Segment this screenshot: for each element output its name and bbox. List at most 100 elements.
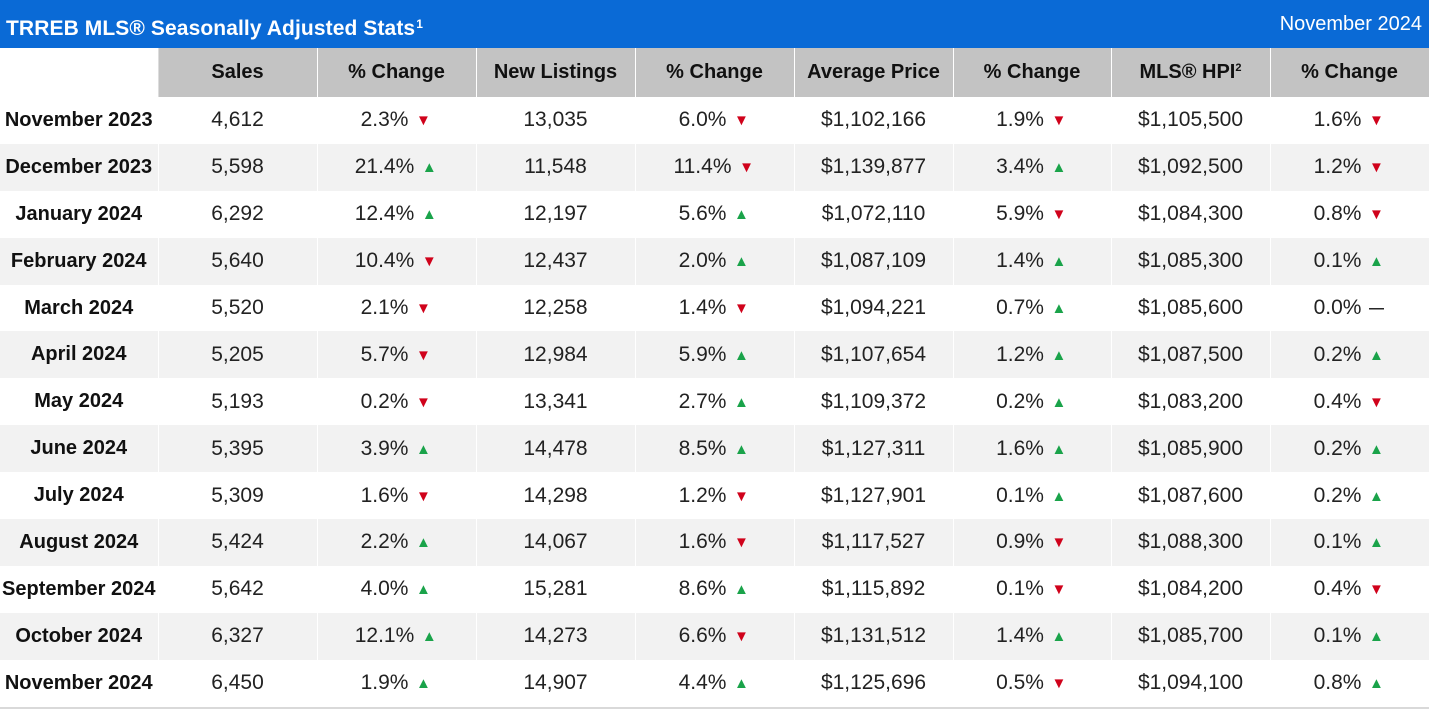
down-arrow-icon: ▼ (1051, 675, 1067, 693)
up-arrow-icon: ▲ (1051, 440, 1067, 458)
average-price-cell: $1,109,372 (794, 378, 954, 426)
percent-value: 0.7% (996, 296, 1044, 319)
percent-value: 0.1% (1313, 624, 1362, 648)
percent-value: 5.9% (678, 342, 727, 366)
header-average-price: Average Price (794, 48, 954, 97)
listings-cell: 12,197 (476, 190, 636, 238)
hpi-cell: $1,084,200 (1111, 565, 1271, 613)
hpi-cell: $1,085,300 (1111, 237, 1271, 285)
up-arrow-icon: ▲ (421, 159, 437, 177)
average-price-cell: $1,094,221 (794, 284, 954, 332)
hpi-change-cell: 0.4% ▼ (1270, 565, 1429, 613)
percent-value: 12.1% (354, 624, 415, 648)
percent-value: 0.2% (996, 389, 1044, 413)
hpi-change-cell: 1.2% ▼ (1270, 143, 1429, 191)
percent-value: 0.1% (1313, 249, 1362, 273)
page-title: TRREB MLS® Seasonally Adjusted Stats1 (6, 0, 423, 53)
average-price-cell: $1,115,892 (794, 565, 954, 613)
up-arrow-icon: ▲ (416, 581, 431, 599)
listings-cell: 14,478 (476, 425, 636, 473)
header-corner (0, 48, 159, 97)
percent-value: 0.0% (1313, 296, 1362, 319)
sales-change-cell: 1.9% ▲ (317, 659, 477, 707)
percent-value: 0.9% (996, 530, 1044, 554)
average-price-cell: $1,125,696 (794, 659, 954, 707)
listings-cell: 13,035 (476, 97, 636, 144)
header-new-listings: New Listings (476, 48, 636, 97)
average-price-cell: $1,127,901 (794, 472, 954, 520)
month-cell: August 2024 (0, 519, 159, 566)
listings-change-cell: 6.6% ▼ (635, 612, 795, 660)
up-arrow-icon: ▲ (1051, 346, 1067, 364)
percent-value: 2.3% (360, 108, 409, 132)
up-arrow-icon: ▲ (1051, 253, 1067, 271)
percent-value: 8.6% (678, 577, 727, 601)
sales-cell: 6,327 (158, 612, 318, 660)
sales-change-cell: 2.1% ▼ (317, 284, 477, 332)
price-change-cell: 1.4% ▲ (953, 237, 1112, 285)
percent-value: 0.2% (1313, 483, 1362, 507)
price-change-cell: 1.4% ▲ (953, 612, 1112, 660)
sales-cell: 6,292 (158, 190, 318, 238)
percent-value: 1.4% (996, 249, 1044, 273)
hpi-cell: $1,088,300 (1111, 519, 1271, 566)
price-change-cell: 1.6% ▲ (953, 425, 1112, 473)
up-arrow-icon: ▲ (734, 253, 749, 271)
table-row: January 2024 6,292 12.4% ▲ 12,197 5.6% ▲ $1,072… (0, 190, 1429, 238)
sales-cell: 6,450 (158, 659, 318, 707)
hpi-change-cell: 0.4% ▼ (1270, 378, 1429, 426)
up-arrow-icon: ▲ (421, 628, 437, 646)
down-arrow-icon: ▼ (1369, 112, 1384, 130)
up-arrow-icon: ▲ (734, 206, 749, 224)
listings-change-cell: 2.7% ▲ (635, 378, 795, 426)
table-body: November 2023 4,612 2.3% ▼ 13,035 6.0% ▼ $1,102… (0, 97, 1429, 707)
hpi-change-cell: 0.2% ▲ (1270, 472, 1429, 520)
average-price-cell: $1,117,527 (794, 519, 954, 566)
up-arrow-icon: ▲ (416, 534, 431, 552)
sales-change-cell: 12.1% ▲ (317, 612, 477, 660)
listings-cell: 11,548 (476, 143, 636, 191)
table-row: May 2024 5,193 0.2% ▼ 13,341 2.7% ▲ $1,109,372 0… (0, 378, 1429, 426)
percent-value: 5.7% (360, 342, 409, 366)
up-arrow-icon: ▲ (1369, 346, 1384, 364)
down-arrow-icon: ▼ (1051, 581, 1067, 599)
sales-change-cell: 4.0% ▲ (317, 565, 477, 613)
up-arrow-icon: ▲ (1369, 440, 1384, 458)
listings-change-cell: 6.0% ▼ (635, 97, 795, 144)
down-arrow-icon: ▼ (1051, 534, 1067, 552)
hpi-cell: $1,094,100 (1111, 659, 1271, 707)
percent-value: 0.1% (1313, 530, 1362, 554)
down-arrow-icon: ▼ (416, 346, 431, 364)
price-change-cell: 0.1% ▲ (953, 472, 1112, 520)
down-arrow-icon: ▼ (416, 300, 431, 317)
hpi-cell: $1,087,600 (1111, 472, 1271, 520)
title-footnote-mark: 1 (416, 17, 423, 31)
price-change-cell: 0.5% ▼ (953, 659, 1112, 707)
sales-change-cell: 3.9% ▲ (317, 425, 477, 473)
average-price-cell: $1,131,512 (794, 612, 954, 660)
up-arrow-icon: ▲ (734, 346, 749, 364)
sales-cell: 5,193 (158, 378, 318, 426)
percent-value: 1.2% (1313, 155, 1362, 179)
month-cell: November 2024 (0, 659, 159, 707)
hpi-cell: $1,085,900 (1111, 425, 1271, 473)
down-arrow-icon: ▼ (1051, 206, 1067, 224)
percent-value: 2.7% (678, 389, 727, 413)
listings-change-cell: 5.6% ▲ (635, 190, 795, 238)
listings-change-cell: 1.4% ▼ (635, 284, 795, 332)
price-change-cell: 3.4% ▲ (953, 143, 1112, 191)
month-cell: April 2024 (0, 331, 159, 379)
sales-cell: 5,424 (158, 519, 318, 566)
up-arrow-icon: ▲ (1051, 300, 1067, 317)
listings-change-cell: 2.0% ▲ (635, 237, 795, 285)
table-row: November 2024 6,450 1.9% ▲ 14,907 4.4% ▲ $1,125… (0, 659, 1429, 707)
sales-cell: 5,598 (158, 143, 318, 191)
average-price-cell: $1,139,877 (794, 143, 954, 191)
up-arrow-icon: ▲ (734, 675, 749, 693)
hpi-change-cell: 0.2% ▲ (1270, 331, 1429, 379)
listings-cell: 14,907 (476, 659, 636, 707)
hpi-change-cell: 0.1% ▲ (1270, 612, 1429, 660)
down-arrow-icon: ▼ (734, 112, 749, 130)
down-arrow-icon: ▼ (1369, 393, 1384, 411)
